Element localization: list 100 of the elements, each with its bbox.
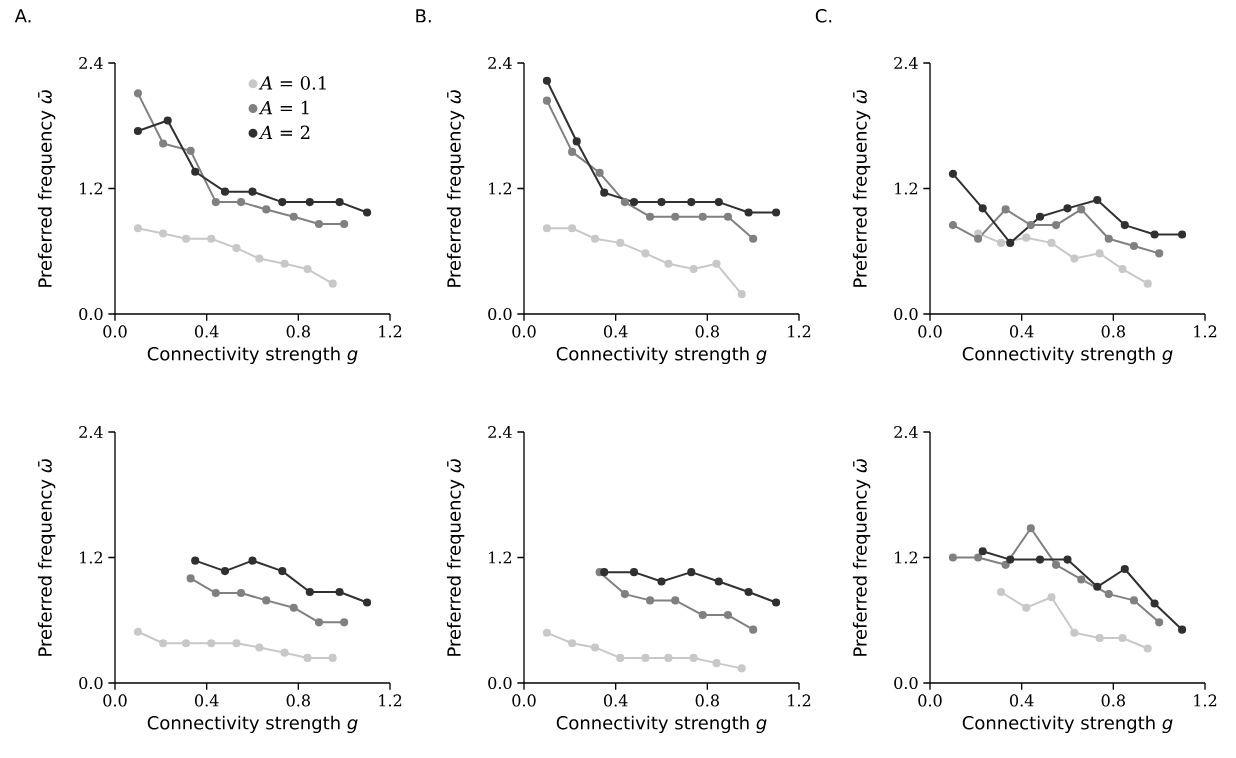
point [1150,230,1159,239]
point [1026,221,1035,230]
y-tick-label: 0.0 [488,307,512,321]
point [328,653,337,662]
point [232,244,241,253]
y-axis-title: Preferred frequency ω̄ [852,90,871,287]
point [948,169,957,178]
point [671,212,680,221]
y-tick-label: 0.0 [79,307,103,321]
point [620,198,629,207]
point [1001,560,1010,569]
point [181,639,191,648]
point [1129,241,1139,251]
point [133,224,142,233]
point [629,198,639,207]
legend-label: A = 0.1 [258,76,326,90]
point [159,139,168,148]
point [1051,560,1061,569]
point [186,574,195,583]
point [289,212,298,221]
y-tick-label: 0.0 [894,307,918,321]
x-tick-label: 1.2 [1194,694,1217,707]
point [657,577,666,586]
point [737,664,746,673]
point [595,168,604,177]
point [280,259,289,268]
point [744,208,753,217]
point [363,598,372,607]
x-tick-label: 1.2 [788,325,811,338]
point [1077,205,1086,214]
point [641,249,650,258]
point [278,567,287,576]
point [163,116,172,125]
point [1104,590,1113,599]
point [974,553,983,562]
point [996,238,1006,247]
point [712,259,721,268]
point [191,167,200,176]
x-tick-label: 0.8 [286,325,310,338]
chart-title: B. [416,9,431,23]
point [1095,249,1104,258]
x-tick-label: 0.0 [918,694,942,707]
point [207,234,216,243]
point [1035,212,1045,221]
point [723,610,733,620]
point [314,219,324,229]
x-tick-label: 0.0 [918,325,942,338]
point [1063,204,1072,213]
point [600,188,609,197]
point [159,639,168,648]
chart-title: C. [815,9,832,23]
point [340,618,349,627]
y-tick-label: 0.0 [488,676,512,690]
y-tick-label: 1.2 [80,551,103,564]
y-tick-label: 1.2 [895,182,918,195]
point [1095,633,1104,643]
y-tick-label: 2.4 [79,425,103,439]
point [772,598,781,607]
point [220,187,230,196]
point [590,643,600,652]
point [664,653,673,662]
x-tick-label: 0.4 [194,694,219,707]
x-tick-label: 0.4 [603,325,628,338]
point [1047,238,1056,247]
point [723,212,733,221]
point [996,587,1006,597]
point [664,259,673,268]
point [1001,205,1010,214]
point [974,234,983,243]
point [714,198,723,207]
legend-label: A = 1 [258,100,309,115]
point [255,254,264,263]
y-axis-title: Preferred frequency ω̄ [446,459,465,656]
point [211,588,220,598]
point [1093,582,1102,591]
point [1070,254,1079,263]
point [1150,599,1159,608]
point [363,208,372,217]
point [133,627,142,636]
x-tick-label: 0.4 [1010,325,1034,338]
point [1077,575,1086,584]
x-tick-label: 0.8 [1101,325,1125,338]
point [629,568,639,577]
point [232,639,241,648]
y-tick-label: 2.4 [79,56,103,70]
point [1118,633,1127,643]
point [1155,618,1164,627]
chart-title: A. [14,9,31,23]
point [641,653,650,662]
point [305,587,314,597]
x-tick-label: 1.2 [379,325,402,338]
point [159,229,168,238]
legend-label: A = 2 [258,125,310,139]
point [689,653,698,662]
point [1051,221,1061,230]
point [248,556,257,565]
x-axis-title: Connectivity strength g [962,715,1173,734]
y-tick-label: 1.2 [80,182,103,195]
point [737,290,746,299]
point [278,198,287,207]
